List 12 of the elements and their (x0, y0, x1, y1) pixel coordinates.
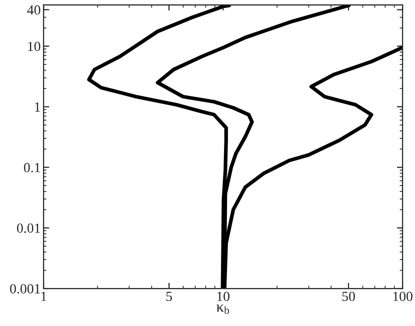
y-tick-label: 0.01 (17, 224, 40, 233)
y-tick-label: 10 (28, 42, 40, 52)
y-tick-label: 40 (27, 5, 40, 15)
x-tick-label: 10 (217, 292, 230, 302)
y-tick-label: 1 (35, 102, 40, 112)
y-tick-label: 0.1 (24, 162, 40, 172)
x-tick-label: 50 (342, 292, 355, 302)
x-tick-label: 5 (166, 292, 172, 302)
x-tick-label: 100 (393, 292, 412, 302)
x-axis-title: κ$_{b}$ (216, 304, 230, 314)
x-tick-label: 1 (41, 292, 46, 301)
y-tick-label: 0.001 (10, 284, 40, 294)
